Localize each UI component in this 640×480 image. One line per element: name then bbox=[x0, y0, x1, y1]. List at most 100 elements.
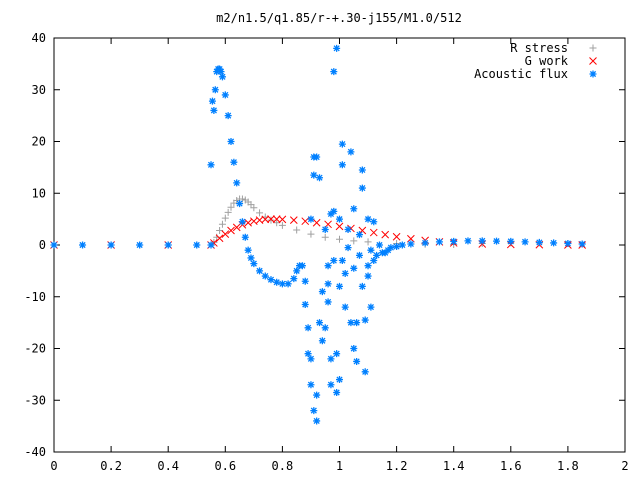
y-tick-label: -10 bbox=[24, 290, 46, 304]
data-point bbox=[321, 225, 329, 233]
data-point bbox=[450, 237, 458, 245]
data-point bbox=[336, 376, 343, 384]
data-point bbox=[261, 215, 270, 224]
data-point bbox=[478, 237, 486, 245]
data-point bbox=[387, 244, 395, 252]
data-point bbox=[164, 241, 172, 249]
data-point bbox=[564, 239, 572, 247]
data-point bbox=[310, 171, 318, 179]
data-point bbox=[310, 407, 318, 415]
data-point bbox=[304, 324, 312, 332]
x-tick-label: 1.2 bbox=[386, 459, 408, 473]
data-point bbox=[344, 225, 352, 233]
data-point bbox=[261, 272, 269, 280]
chart-title: m2/n1.5/q1.85/r-+.30-j155/M1.0/512 bbox=[216, 11, 462, 25]
data-point bbox=[338, 140, 346, 148]
data-point bbox=[421, 239, 429, 247]
data-point bbox=[232, 223, 241, 232]
data-point bbox=[227, 138, 235, 145]
data-point bbox=[293, 267, 301, 275]
series-layer bbox=[50, 44, 587, 425]
data-point bbox=[341, 269, 349, 277]
y-tick-label: 0 bbox=[39, 238, 46, 252]
data-point bbox=[435, 238, 443, 246]
data-point bbox=[241, 233, 249, 241]
data-point bbox=[250, 204, 258, 212]
data-point bbox=[224, 112, 232, 120]
data-point bbox=[207, 161, 215, 169]
data-point bbox=[350, 264, 358, 272]
data-point bbox=[338, 257, 346, 265]
data-point bbox=[364, 215, 372, 223]
legend-label: R stress bbox=[510, 41, 568, 55]
x-tick-label: 1.8 bbox=[557, 459, 579, 473]
data-point bbox=[335, 222, 344, 231]
data-point bbox=[301, 277, 309, 285]
x-tick-label: 1.4 bbox=[443, 459, 465, 473]
y-tick-label: -40 bbox=[24, 445, 46, 459]
data-point bbox=[284, 280, 292, 288]
data-point bbox=[267, 276, 275, 284]
data-point bbox=[221, 214, 229, 222]
data-point bbox=[218, 220, 226, 228]
data-point bbox=[358, 166, 366, 174]
axis-ticks bbox=[53, 37, 626, 453]
data-point bbox=[353, 319, 361, 327]
data-point bbox=[364, 262, 372, 270]
data-point bbox=[355, 251, 363, 259]
data-point bbox=[267, 216, 275, 224]
data-point bbox=[313, 391, 321, 399]
data-point bbox=[267, 215, 275, 223]
data-point bbox=[218, 73, 226, 81]
data-point bbox=[211, 86, 219, 94]
data-point bbox=[333, 44, 341, 52]
data-point bbox=[301, 301, 309, 309]
data-point bbox=[333, 350, 341, 358]
data-point bbox=[350, 237, 358, 245]
data-point bbox=[273, 278, 281, 286]
x-tick-label: 0.2 bbox=[100, 459, 122, 473]
y-tick-label: 20 bbox=[32, 135, 46, 149]
legend-marker bbox=[589, 70, 597, 78]
data-point bbox=[307, 215, 315, 223]
series-g-work bbox=[50, 215, 587, 249]
data-point bbox=[107, 241, 115, 249]
data-point bbox=[316, 174, 324, 182]
data-point bbox=[381, 230, 390, 239]
legend-marker bbox=[589, 57, 597, 65]
y-tick-label: -20 bbox=[24, 342, 46, 356]
data-point bbox=[336, 235, 343, 243]
data-point bbox=[307, 355, 315, 363]
data-point bbox=[298, 262, 306, 270]
data-point bbox=[217, 68, 225, 76]
data-point bbox=[507, 237, 515, 245]
y-tick-label: 30 bbox=[32, 83, 46, 97]
data-point bbox=[307, 230, 315, 238]
data-point bbox=[244, 246, 252, 254]
data-point bbox=[364, 238, 372, 246]
data-point bbox=[316, 319, 324, 327]
y-tick-label: 10 bbox=[32, 186, 46, 200]
x-tick-label: 0.6 bbox=[214, 459, 236, 473]
data-point bbox=[393, 243, 401, 251]
legend-marker bbox=[589, 44, 597, 52]
data-point bbox=[213, 68, 221, 76]
data-point bbox=[350, 345, 358, 352]
data-point bbox=[347, 148, 355, 156]
data-point bbox=[278, 280, 286, 288]
data-point bbox=[375, 241, 383, 249]
data-point bbox=[550, 239, 558, 247]
x-tick-label: 0.8 bbox=[272, 459, 294, 473]
legend-label: G work bbox=[525, 54, 569, 68]
data-point bbox=[210, 106, 218, 114]
data-point bbox=[370, 218, 378, 226]
data-point bbox=[341, 303, 349, 311]
data-point bbox=[344, 244, 352, 252]
data-point bbox=[289, 216, 298, 225]
data-point bbox=[230, 158, 238, 166]
data-point bbox=[290, 275, 298, 283]
data-point bbox=[327, 381, 335, 389]
data-point bbox=[136, 241, 144, 249]
